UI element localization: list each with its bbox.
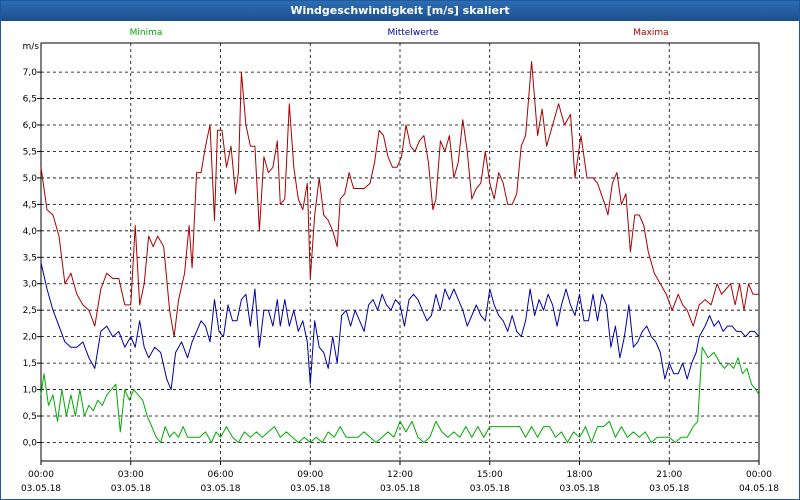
- x-tick-date: 03.05.18: [470, 484, 510, 494]
- window-title: Windgeschwindigkeit [m/s] skaliert: [1, 1, 799, 21]
- x-tick-time: 00:00: [28, 470, 54, 480]
- legend-mittelwerte: Mittelwerte: [387, 28, 438, 38]
- y-tick-label: 5,5: [23, 147, 37, 157]
- x-tick-time: 12:00: [387, 470, 413, 480]
- x-tick-date: 03.05.18: [380, 484, 420, 494]
- legend-maxima: Maxima: [633, 28, 668, 38]
- x-tick-date: 03.05.18: [111, 484, 151, 494]
- y-tick-label: 1,5: [23, 359, 37, 369]
- x-tick-date: 03.05.18: [290, 484, 330, 494]
- y-tick-label: 6,5: [23, 95, 37, 105]
- x-tick-time: 06:00: [208, 470, 234, 480]
- y-tick-label: 2,5: [23, 306, 37, 316]
- x-tick-date: 04.05.18: [739, 484, 779, 494]
- y-tick-label: 3,0: [23, 280, 38, 290]
- y-tick-label: 0,5: [23, 412, 37, 422]
- x-tick-labels: 00:00 03.05.18 03:00 03.05.18 06:00 03.05.18 0…: [21, 470, 779, 494]
- x-tick-date: 03.05.18: [559, 484, 599, 494]
- legend-minima: Minima: [130, 28, 163, 38]
- y-tick-label: 3,5: [23, 253, 37, 263]
- y-tick-label: 6,0: [23, 121, 38, 131]
- x-tick-date: 03.05.18: [21, 484, 61, 494]
- y-tick-label: 0,0: [23, 438, 38, 448]
- x-tick-time: 18:00: [567, 470, 593, 480]
- y-tick-label: 1,0: [23, 386, 38, 396]
- y-tick-label: 7,0: [23, 68, 38, 78]
- wind-speed-chart: Minima Mittelwerte Maxima m/s 0,0 0,5 1,0 1…: [21, 28, 779, 494]
- series-line-minima: [40, 346, 760, 443]
- y-tick-label: 5,0: [23, 174, 38, 184]
- x-tick-time: 03:00: [118, 470, 144, 480]
- grid: [37, 42, 760, 465]
- x-tick-time: 00:00: [746, 470, 772, 480]
- series-line-mittelwerte: [40, 262, 760, 391]
- x-tick-time: 15:00: [477, 470, 503, 480]
- x-tick-date: 03.05.18: [649, 484, 689, 494]
- y-tick-label: 4,0: [23, 227, 38, 237]
- series-lines: [40, 61, 760, 443]
- y-axis-unit: m/s: [23, 42, 40, 52]
- y-tick-labels: 0,0 0,5 1,0 1,5 2,0 2,5 3,0 3,5 4,0 4,5 5,0 5,5 6,0 6…: [23, 68, 38, 448]
- y-tick-label: 2,0: [23, 333, 38, 343]
- x-tick-date: 03.05.18: [200, 484, 240, 494]
- y-tick-label: 4,5: [23, 200, 37, 210]
- x-tick-time: 21:00: [656, 470, 682, 480]
- series-line-maxima: [40, 61, 759, 338]
- x-tick-time: 09:00: [297, 470, 323, 480]
